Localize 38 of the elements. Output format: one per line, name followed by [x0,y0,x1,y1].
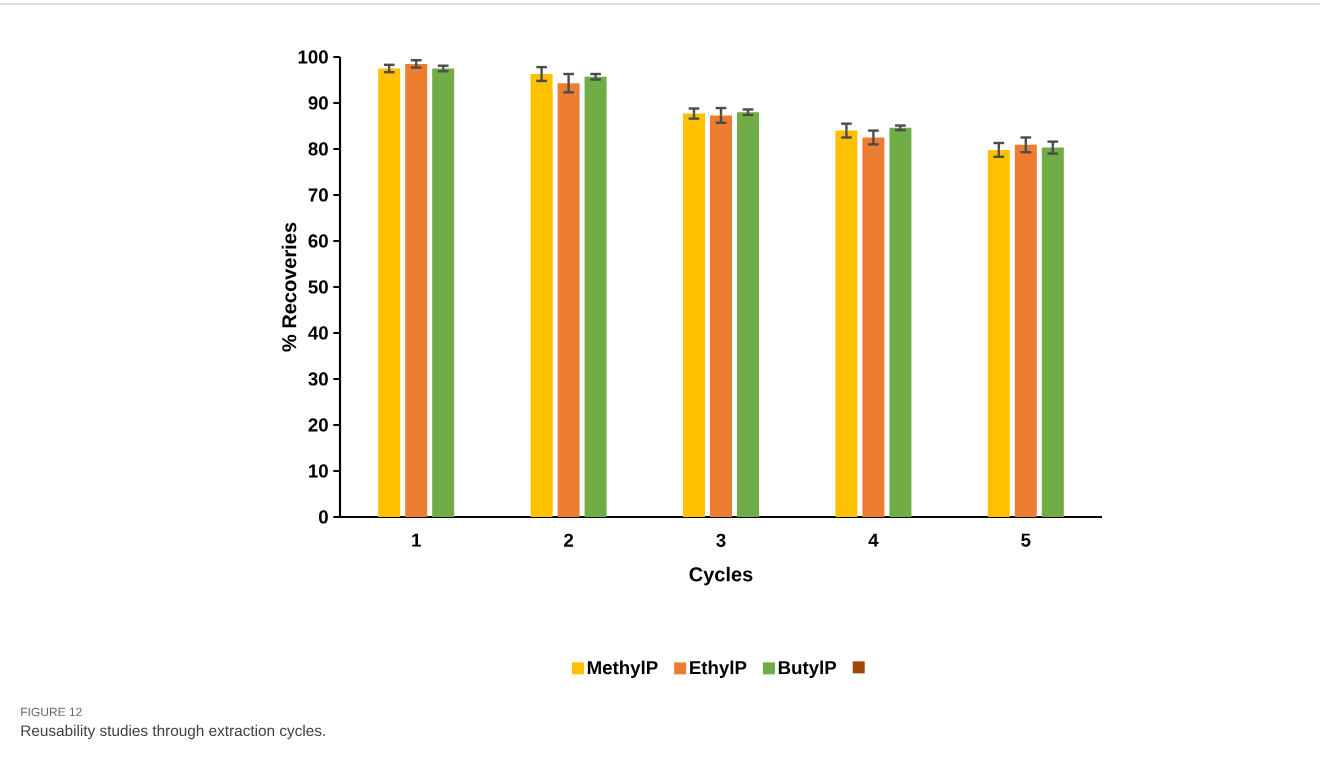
legend-label: MethylP [587,660,658,678]
y-tick-label: 60 [308,234,328,248]
y-tick-label: 80 [308,142,328,156]
y-tick-label: 50 [308,280,328,294]
y-tick-label: 100 [298,50,328,64]
x-tick-label: 5 [1021,533,1031,547]
x-axis-title: Cycles [689,566,753,586]
y-tick-label: 20 [308,418,328,432]
bar [683,113,705,517]
x-tick-label: 4 [868,533,879,547]
bar [862,137,885,517]
bar [584,76,607,517]
y-tick-label: 70 [308,188,328,202]
caption: FIGURE 12 [21,707,82,717]
y-tick-label: 40 [308,326,328,340]
y-tick-label: 30 [308,372,328,386]
x-tick-label: 3 [716,533,726,547]
y-tick-label: 0 [318,510,328,524]
y-tick-label: 90 [308,96,328,110]
bar [889,127,912,517]
bar [987,149,1010,517]
y-tick-label: 10 [309,464,328,478]
text: Reusability studies through extraction cycles. [21,724,325,740]
bar [1041,147,1064,517]
x-tick-label: 1 [412,533,421,547]
bar [378,68,401,517]
x-tick-label: 2 [564,533,574,547]
y-axis-title: % Recoveries [281,222,297,352]
bar [1014,144,1037,517]
bar [710,115,733,517]
bar [432,68,455,517]
bar [835,130,858,517]
bar [557,83,580,517]
bar [530,74,553,517]
legend-label: ButylP [778,660,837,678]
bar [737,112,760,517]
legend-label: EthylP [690,660,747,678]
bar [405,63,428,517]
